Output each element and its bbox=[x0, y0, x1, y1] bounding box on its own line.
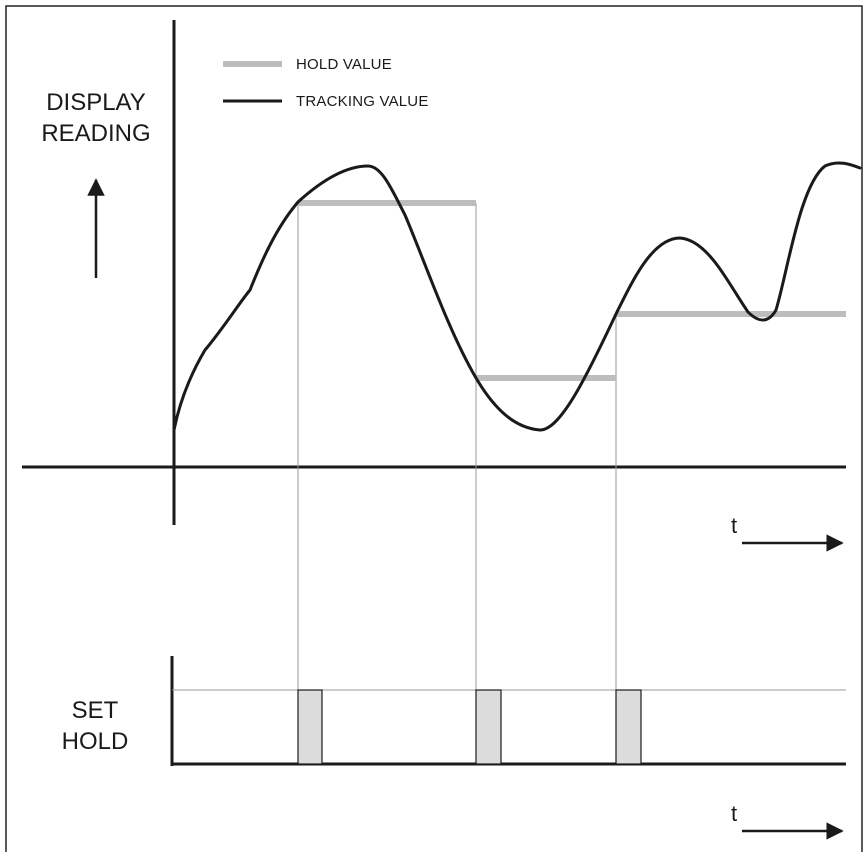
tracking-curve bbox=[172, 161, 862, 432]
set-hold-pulse-2 bbox=[475, 689, 502, 765]
time-label-bottom: t bbox=[731, 801, 737, 826]
time-label-top: t bbox=[731, 513, 737, 538]
set-hold-pulse-1 bbox=[297, 689, 323, 765]
set-hold-label-line2: HOLD bbox=[62, 728, 129, 755]
y-axis-label-line1: DISPLAY bbox=[46, 89, 146, 116]
set-hold-pulse-3 bbox=[615, 689, 642, 765]
y-axis-label-line2: READING bbox=[41, 120, 150, 147]
legend-hold-label: HOLD VALUE bbox=[296, 56, 392, 73]
figure-border bbox=[5, 5, 863, 852]
legend-tracking-label: TRACKING VALUE bbox=[296, 93, 429, 110]
set-hold-label-line1: SET bbox=[72, 697, 119, 724]
